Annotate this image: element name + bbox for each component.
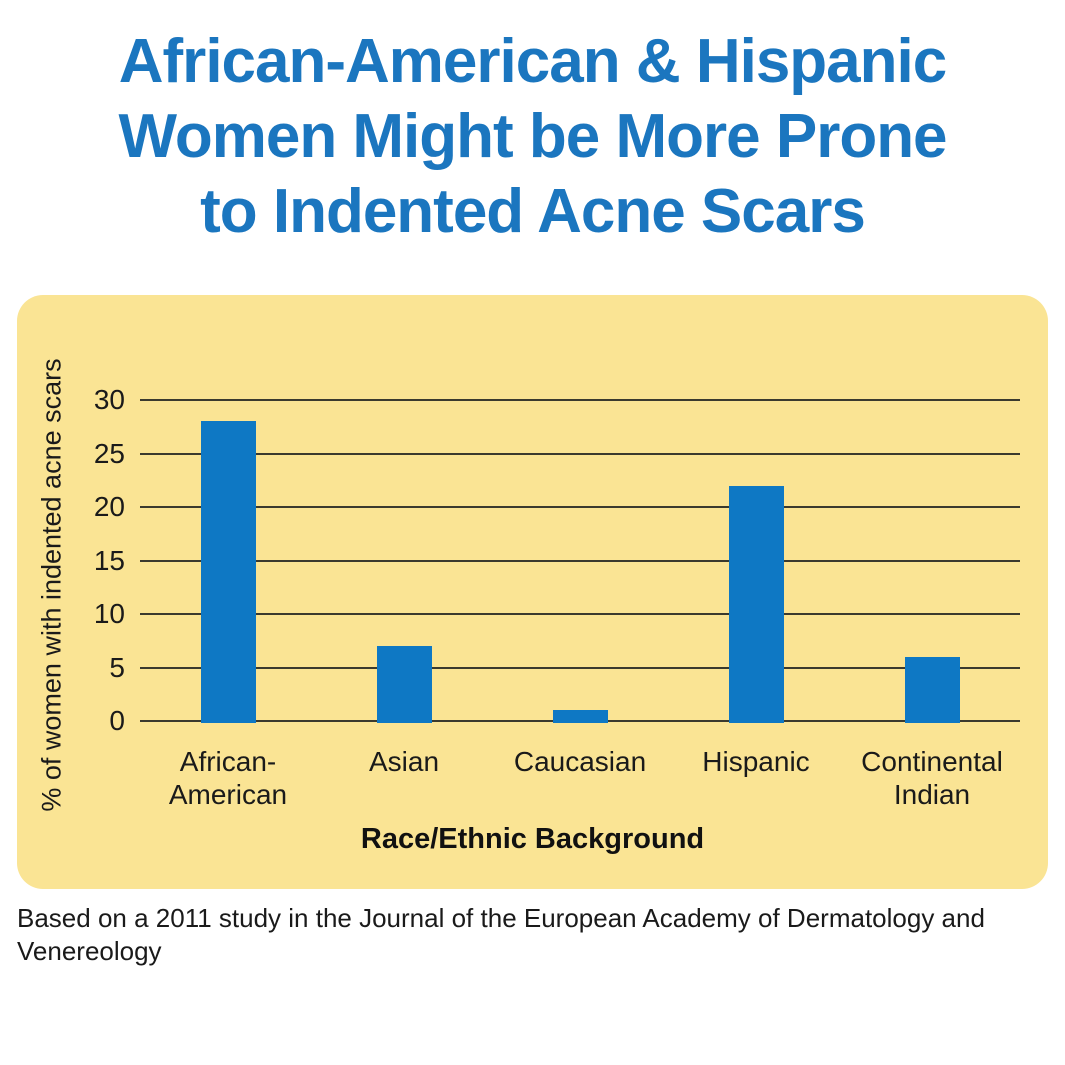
y-tick-label-15: 15: [93, 544, 125, 576]
x-axis-title: Race/Ethnic Background: [360, 823, 705, 855]
bar-continental-indian: [904, 657, 960, 723]
headline-line-2: Women Might be More Prone: [118, 102, 947, 171]
gridline-10: [140, 613, 1020, 615]
x-tick-label-continental-indian: Continental Indian: [861, 746, 1003, 810]
source-note: Based on a 2011 study in the Journal of …: [17, 902, 997, 968]
bar-african-american: [200, 421, 256, 723]
y-tick-label-10: 10: [93, 598, 125, 629]
gridline-25: [140, 452, 1020, 455]
chart-panel: % of women with indented acne scars Race…: [17, 295, 1048, 889]
bar-hispanic: [728, 486, 784, 723]
gridline-30: [140, 399, 1020, 401]
source-note-line-2: Venereology: [17, 936, 162, 966]
x-tick-label-african-american: African- American: [168, 746, 288, 810]
x-tick-label-caucasian: Caucasian: [513, 746, 647, 777]
x-tick-label-asian: Asian: [368, 746, 440, 777]
y-tick-label-5: 5: [109, 651, 125, 683]
source-note-line-1: Based on a 2011 study in the Journal of …: [17, 903, 985, 933]
bar-asian: [376, 646, 432, 723]
gridline-5: [140, 666, 1020, 669]
y-tick-label-20: 20: [93, 491, 125, 522]
y-axis-label: % of women with indented acne scars: [36, 358, 67, 812]
headline-line-3: to Indented Acne Scars: [200, 177, 866, 246]
gridline-15: [140, 559, 1020, 562]
bar-caucasian: [552, 710, 608, 723]
x-tick-label-hispanic: Hispanic: [702, 746, 810, 777]
y-tick-label-30: 30: [93, 384, 125, 415]
y-tick-label-0: 0: [109, 705, 125, 736]
headline-line-1: African-American & Hispanic: [118, 27, 947, 96]
chart-headline: African-American & Hispanic Women Might …: [0, 24, 1065, 249]
y-tick-label-25: 25: [93, 437, 125, 469]
gridline-20: [140, 506, 1020, 508]
